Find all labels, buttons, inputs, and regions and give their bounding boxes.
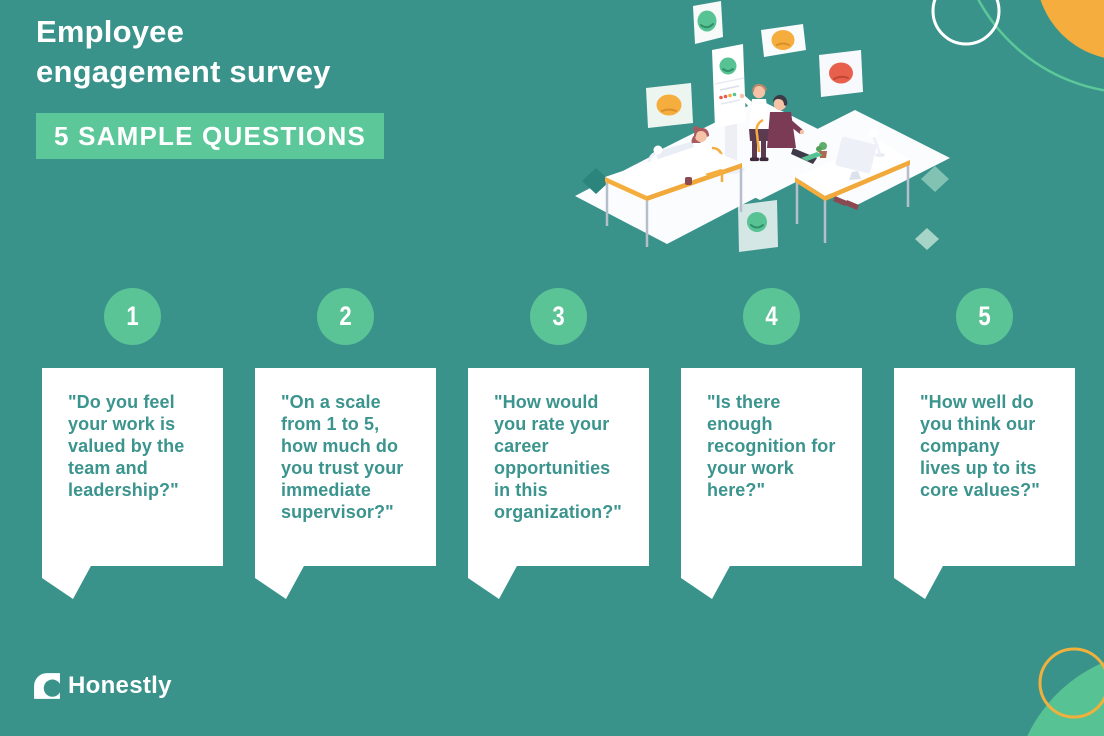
- standing-person: [739, 83, 770, 162]
- speech-bubble-tail: [468, 565, 518, 599]
- title-line-2: engagement survey: [36, 54, 331, 89]
- brand-name: Honestly: [68, 672, 172, 699]
- question-speech-bubble: "How well do you think our company lives…: [894, 368, 1075, 599]
- decor-orange-circle: [1040, 0, 1104, 58]
- sad-face-icon: [819, 50, 863, 97]
- sample-questions-badge: 5 SAMPLE QUESTIONS: [36, 113, 384, 159]
- question-number: 1: [126, 301, 139, 331]
- footer: Honestly: [33, 672, 172, 700]
- left-desk-person: [605, 126, 743, 247]
- question-number-badge: 5: [956, 288, 1013, 345]
- speech-bubble-tail: [894, 565, 944, 599]
- speech-bubble-tail: [681, 565, 731, 599]
- question-column-1: 1 "Do you feel your work is valued by th…: [42, 288, 223, 599]
- question-column-4: 4 "Is there enough recognition for your …: [681, 288, 862, 599]
- decor-diamond: [915, 228, 939, 250]
- happy-face-icon: [693, 1, 723, 44]
- question-column-3: 3 "How would you rate your career opport…: [468, 288, 649, 599]
- decor-green-ring-top: [977, 0, 1104, 92]
- question-number-badge: 2: [317, 288, 374, 345]
- question-text: "Is there enough recognition for your wo…: [707, 392, 836, 500]
- speech-bubble-tail: [255, 565, 305, 599]
- office-survey-illustration: [575, 1, 950, 252]
- question-text: "How well do you think our company lives…: [920, 392, 1040, 500]
- question-text: "Do you feel your work is valued by the …: [68, 392, 185, 500]
- neutral-face-icon: [761, 24, 806, 57]
- decor-yellow-ring-bottom: [1038, 647, 1104, 719]
- question-speech-bubble: "On a scale from 1 to 5, how much do you…: [255, 368, 436, 599]
- question-number: 3: [552, 301, 565, 331]
- question-number-badge: 3: [530, 288, 587, 345]
- question-number-badge: 4: [743, 288, 800, 345]
- question-text: "How would you rate your career opportun…: [494, 392, 622, 522]
- question-column-2: 2 "On a scale from 1 to 5, how much do y…: [255, 288, 436, 599]
- neutral-face-icon: [646, 83, 693, 128]
- title-line-1: Employee: [36, 14, 185, 49]
- question-column-5: 5 "How well do you think our company liv…: [894, 288, 1075, 599]
- decor-green-blob-bottom: [1027, 662, 1104, 736]
- question-speech-bubble: "Is there enough recognition for your wo…: [681, 368, 862, 599]
- survey-kiosk: [712, 44, 746, 174]
- question-speech-bubble: "Do you feel your work is valued by the …: [42, 368, 223, 599]
- speech-bubble-tail: [42, 565, 92, 599]
- decor-diamond: [582, 168, 610, 194]
- question-number: 2: [339, 301, 352, 331]
- happy-face-icon: [738, 200, 778, 252]
- question-number-badge: 1: [104, 288, 161, 345]
- right-desk-person: [755, 94, 910, 243]
- question-number: 4: [765, 301, 778, 331]
- question-text: "On a scale from 1 to 5, how much do you…: [281, 392, 404, 522]
- page-title: Employee engagement survey: [36, 12, 331, 92]
- question-number: 5: [978, 301, 991, 331]
- questions-row: 1 "Do you feel your work is valued by th…: [42, 288, 1075, 599]
- question-speech-bubble: "How would you rate your career opportun…: [468, 368, 649, 599]
- honestly-logo-icon: [33, 672, 61, 700]
- decor-diamond: [921, 166, 949, 192]
